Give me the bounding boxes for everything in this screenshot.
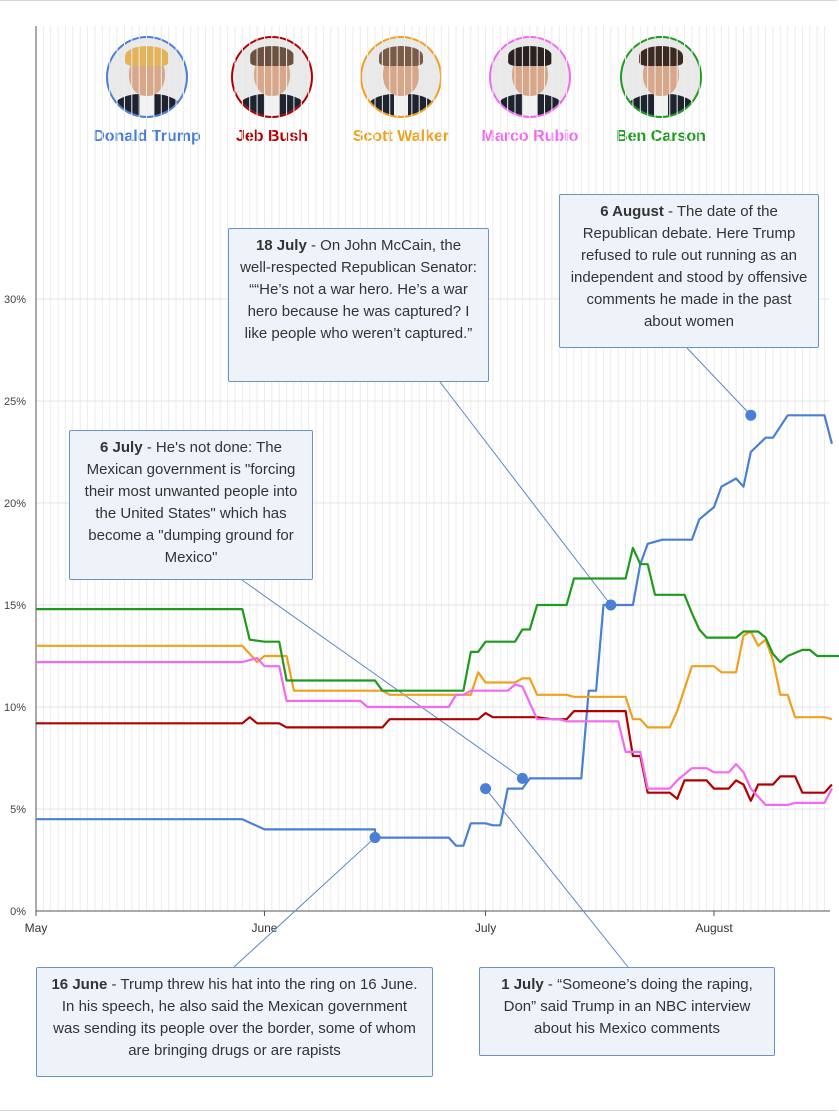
annotation-connector	[439, 381, 612, 606]
annotation-sep: -	[142, 439, 156, 456]
event-marker	[605, 599, 617, 611]
y-tick-label: 20%	[4, 498, 26, 510]
annotation-connector	[485, 788, 629, 968]
annotation-sep: -	[543, 976, 558, 993]
annotation-connector	[241, 579, 523, 779]
x-tick-label: August	[695, 921, 733, 935]
annotation-text: On John McCain, the well-respected Repub…	[240, 237, 477, 342]
annotation-connector	[686, 347, 752, 416]
annotation-date: 6 August	[600, 203, 664, 220]
annotation-18-july: 18 July - On John McCain, the well-respe…	[228, 228, 489, 382]
y-tick-label: 30%	[4, 294, 26, 306]
y-tick-label: 10%	[4, 702, 26, 714]
event-marker	[369, 832, 381, 844]
annotation-sep: -	[107, 976, 121, 993]
ben-carson-portrait-icon	[620, 36, 702, 118]
event-marker	[745, 409, 757, 421]
x-tick-label: June	[251, 921, 277, 935]
y-tick-label: 15%	[4, 600, 26, 612]
y-tick-label: 5%	[10, 804, 26, 816]
series-line-donald-trump	[36, 414, 833, 847]
candidate-name: Scott Walker	[352, 128, 450, 145]
y-tick-label: 25%	[4, 396, 26, 408]
series-line-marco-rubio	[36, 656, 833, 807]
annotation-date: 16 June	[51, 976, 108, 993]
y-tick-label: 0%	[10, 906, 26, 918]
x-tick-label: July	[475, 921, 496, 935]
annotation-sep: -	[306, 237, 321, 254]
annotation-text: The date of the Republican debate. Here …	[570, 203, 808, 330]
annotation-date: 18 July	[255, 237, 307, 254]
series-line-ben-carson	[36, 546, 839, 692]
annotation-6-july: 6 July - He's not done: The Mexican gove…	[69, 430, 313, 580]
annotation-date: 1 July	[501, 976, 544, 993]
annotation-16-june: 16 June - Trump threw his hat into the r…	[36, 967, 433, 1077]
x-tick-label: May	[25, 921, 48, 935]
annotation-sep: -	[663, 203, 677, 220]
annotation-text: “Someone’s doing the raping, Don” said T…	[503, 976, 753, 1037]
event-marker	[516, 772, 528, 784]
annotation-1-july: 1 July - “Someone’s doing the raping, Do…	[479, 967, 775, 1056]
annotation-text: Trump threw his hat into the ring on 16 …	[53, 976, 418, 1059]
annotation-connector	[233, 837, 376, 968]
candidate-ben-carson: Ben Carson	[581, 36, 741, 146]
event-marker	[480, 783, 492, 795]
annotation-text: He's not done: The Mexican government is…	[84, 439, 298, 566]
annotation-6-august: 6 August - The date of the Republican de…	[559, 194, 819, 348]
annotation-date: 6 July	[100, 439, 143, 456]
candidate-name: Ben Carson	[616, 128, 706, 145]
